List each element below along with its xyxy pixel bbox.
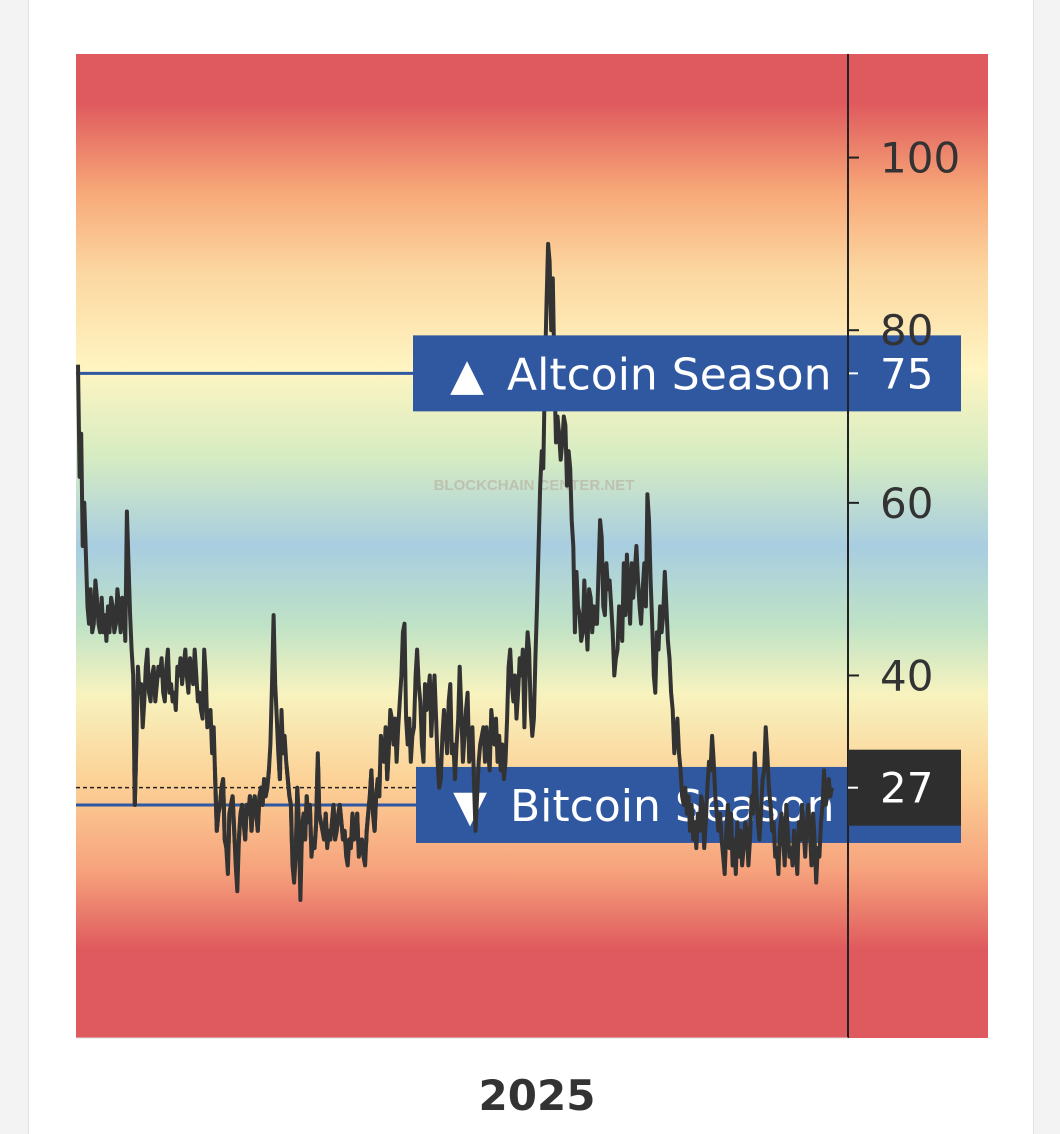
down-triangle-icon: ▼ <box>453 781 487 832</box>
altcoin-season-label: ▲ Altcoin Season 75 <box>413 335 961 412</box>
chart-card: BLOCKCHAIN CENTER.NET ▲ Altcoin Season 7… <box>28 0 1034 1134</box>
heat-background <box>76 54 988 1038</box>
altcoin-season-chart: BLOCKCHAIN CENTER.NET ▲ Altcoin Season 7… <box>76 54 988 1120</box>
y-axis-ticks: 100 80 60 40 <box>848 134 960 700</box>
current-value-text: 27 <box>880 764 933 813</box>
watermark: BLOCKCHAIN CENTER.NET <box>434 477 635 494</box>
series-line-overlay <box>132 766 834 843</box>
current-value-badge: 27 <box>848 749 961 826</box>
y-tick-label: 60 <box>880 479 933 528</box>
y-tick-label: 40 <box>880 651 933 700</box>
altcoin-season-name: Altcoin Season <box>507 349 831 400</box>
x-axis-ticks: 2025 <box>479 1071 596 1120</box>
y-tick-label: 80 <box>880 306 933 355</box>
altcoin-season-value: 75 <box>880 349 933 398</box>
y-tick-label: 100 <box>880 134 960 183</box>
up-triangle-icon: ▲ <box>450 349 484 400</box>
x-tick-label: 2025 <box>479 1071 596 1120</box>
